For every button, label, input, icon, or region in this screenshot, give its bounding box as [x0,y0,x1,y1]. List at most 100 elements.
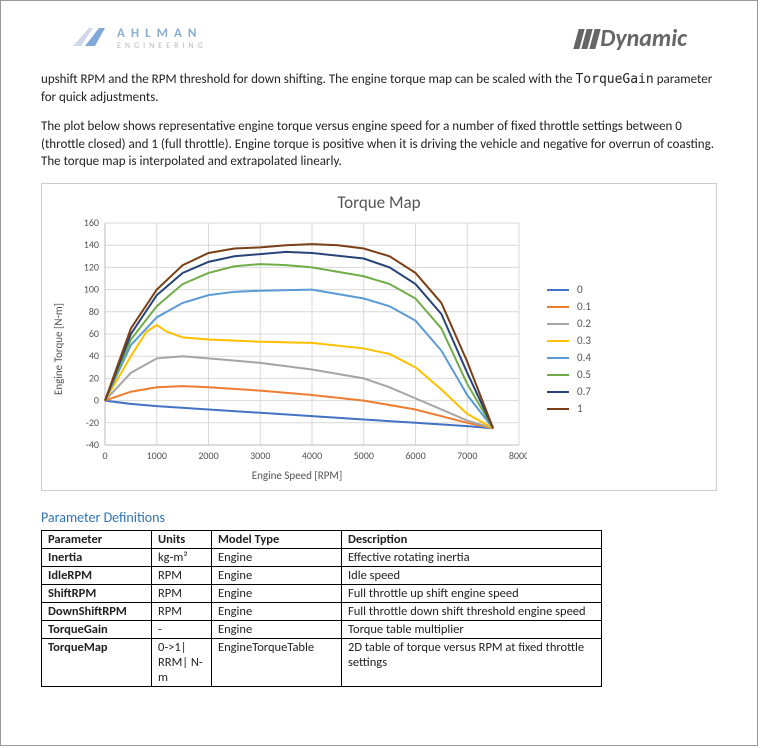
legend-label: 0.5 [577,368,591,381]
dynamic-logo-name: Dynamic [600,24,687,53]
chart-title: Torque Map [50,192,708,213]
svg-text:-40: -40 [86,438,99,451]
chart-ylabel: Engine Torque [N-m] [50,303,67,395]
legend-label: 1 [577,402,583,415]
header-logos: AHLMAN ENGINEERING Dynamic [31,21,727,71]
table-cell: TorqueGain [42,620,152,638]
table-cell: kg-m² [152,548,212,566]
parameter-table: ParameterUnitsModel TypeDescriptionInert… [41,530,602,687]
ahlman-mark-icon [71,21,111,56]
table-cell: ShiftRPM [42,584,152,602]
legend-swatch-icon [547,340,569,342]
legend-label: 0.7 [577,385,591,398]
table-cell: RPM [152,584,212,602]
svg-text:80: 80 [89,305,99,318]
table-cell: Engine [212,566,342,584]
svg-text:3000: 3000 [250,449,270,462]
legend-swatch-icon [547,391,569,393]
dynamic-bars-icon [574,29,601,49]
table-cell: Inertia [42,548,152,566]
paragraph-2: The plot below shows representative engi… [41,118,717,171]
legend-item: 0.1 [547,300,591,313]
table-row: DownShiftRPMRPMEngineFull throttle down … [42,602,602,620]
svg-text:100: 100 [84,282,99,295]
legend-label: 0 [577,283,583,296]
svg-text:0: 0 [102,449,107,462]
legend-label: 0.2 [577,317,591,330]
legend-item: 0 [547,283,591,296]
table-cell: TorqueMap [42,638,152,686]
svg-text:20: 20 [89,371,99,384]
table-cell: Effective rotating inertia [342,548,602,566]
table-cell: Engine [212,548,342,566]
svg-text:160: 160 [84,217,99,229]
ahlman-logo-name: AHLMAN [117,26,207,41]
table-cell: RPM [152,566,212,584]
table-row: Inertiakg-m²EngineEffective rotating ine… [42,548,602,566]
table-header-row: ParameterUnitsModel TypeDescription [42,530,602,548]
table-cell: EngineTorqueTable [212,638,342,686]
chart-plot-area: 0 1000 2000 3000 4000 5000 6000 7000 8000 -40 -20 0… [67,217,527,467]
legend-item: 0.4 [547,351,591,364]
ahlman-logo-sub: ENGINEERING [117,41,207,51]
table-cell: RPM [152,602,212,620]
svg-text:60: 60 [89,327,99,340]
ahlman-logo: AHLMAN ENGINEERING [71,21,207,56]
table-row: TorqueMap0->1| RRM| N-mEngineTorqueTable… [42,638,602,686]
table-header-cell: Description [342,530,602,548]
table-cell: Full throttle down shift threshold engin… [342,602,602,620]
table-cell: Engine [212,584,342,602]
table-cell: Idle speed [342,566,602,584]
paragraph-1: upshift RPM and the RPM threshold for do… [41,71,717,106]
section-header: Parameter Definitions [41,509,717,526]
svg-text:0: 0 [94,393,99,406]
table-cell: Engine [212,620,342,638]
chart-xlabel: Engine Speed [RPM] [252,469,342,482]
svg-text:140: 140 [84,238,99,251]
svg-text:-20: -20 [86,416,99,429]
legend-swatch-icon [547,323,569,325]
legend-swatch-icon [547,357,569,359]
table-header-cell: Parameter [42,530,152,548]
legend-item: 0.3 [547,334,591,347]
svg-text:5000: 5000 [354,449,374,462]
torque-map-chart: Torque Map Engine Torque [N-m] 010002000… [41,183,717,491]
table-header-cell: Units [152,530,212,548]
table-row: ShiftRPMRPMEngineFull throttle up shift … [42,584,602,602]
legend-item: 0.5 [547,368,591,381]
legend-label: 0.1 [577,300,591,313]
table-cell: 2D table of torque versus RPM at fixed t… [342,638,602,686]
legend-label: 0.4 [577,351,591,364]
svg-text:1000: 1000 [147,449,167,462]
table-cell: DownShiftRPM [42,602,152,620]
table-cell: - [152,620,212,638]
legend-label: 0.3 [577,334,591,347]
legend-swatch-icon [547,306,569,308]
legend-swatch-icon [547,408,569,410]
table-cell: IdleRPM [42,566,152,584]
legend-item: 0.2 [547,317,591,330]
document-page: AHLMAN ENGINEERING Dynamic upshift RPM a… [0,0,758,746]
legend-item: 0.7 [547,385,591,398]
svg-text:120: 120 [84,260,99,273]
table-row: TorqueGain-EngineTorque table multiplier [42,620,602,638]
chart-legend: 0 0.1 0.2 0.3 0.4 0.5 0.7 1 [547,279,591,419]
p1-code: TorqueGain [575,72,653,87]
svg-text:2000: 2000 [198,449,218,462]
table-cell: 0->1| RRM| N-m [152,638,212,686]
table-header-cell: Model Type [212,530,342,548]
dynamic-logo: Dynamic [576,24,687,53]
legend-swatch-icon [547,289,569,291]
svg-text:4000: 4000 [302,449,322,462]
svg-text:40: 40 [89,349,99,362]
svg-text:6000: 6000 [405,449,425,462]
legend-item: 1 [547,402,591,415]
p1-a: upshift RPM and the RPM threshold for do… [41,72,575,87]
table-cell: Engine [212,602,342,620]
table-cell: Torque table multiplier [342,620,602,638]
svg-text:7000: 7000 [457,449,477,462]
table-row: IdleRPMRPMEngineIdle speed [42,566,602,584]
table-cell: Full throttle up shift engine speed [342,584,602,602]
legend-swatch-icon [547,374,569,376]
svg-text:8000: 8000 [509,449,527,462]
